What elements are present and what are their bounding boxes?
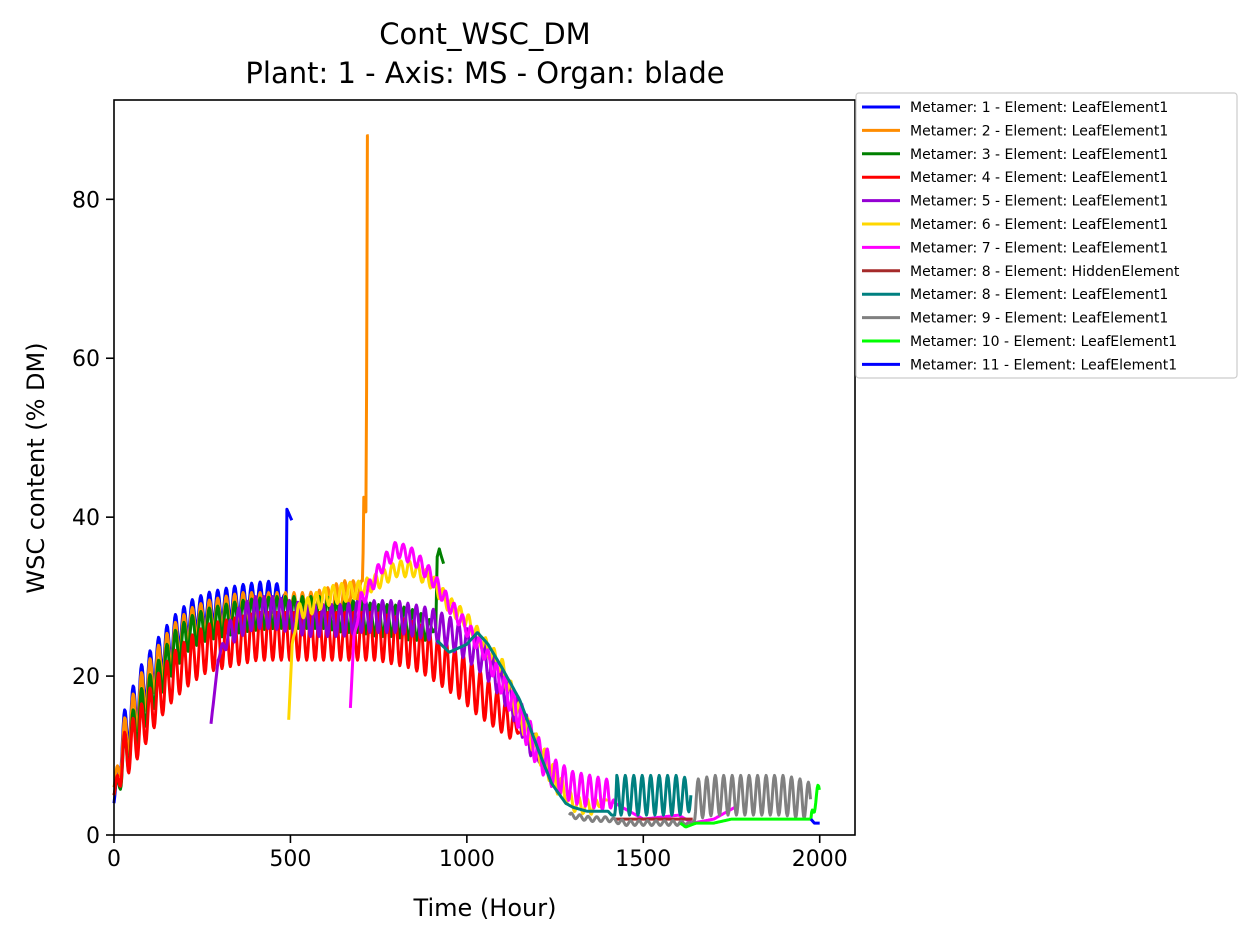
series-line-4 [112, 611, 521, 796]
series-line-11 [679, 783, 821, 829]
y-axis: 0 20 40 60 80 [72, 188, 114, 849]
legend-label: Metamer: 8 - Element: HiddenElement [910, 264, 1180, 280]
y-tick-label: 20 [72, 665, 100, 690]
legend-label: Metamer: 1 - Element: LeafElement1 [910, 100, 1168, 116]
y-tick-label: 40 [72, 506, 100, 531]
y-tick-label: 0 [86, 824, 100, 849]
y-tick-label: 60 [72, 347, 100, 372]
series-line-9 [435, 631, 693, 817]
legend-label: Metamer: 3 - Element: LeafElement1 [910, 147, 1168, 163]
legend-label: Metamer: 8 - Element: LeafElement1 [910, 287, 1168, 303]
series-line-12 [809, 818, 820, 825]
legend-label: Metamer: 9 - Element: LeafElement1 [910, 311, 1168, 327]
legend-label: Metamer: 5 - Element: LeafElement1 [910, 194, 1168, 210]
series-line-5 [209, 595, 543, 764]
x-tick-label: 500 [269, 847, 311, 872]
legend-label: Metamer: 4 - Element: LeafElement1 [910, 170, 1168, 186]
x-tick-label: 1000 [439, 847, 495, 872]
chart-title: Cont_WSC_DM [379, 17, 590, 51]
legend-box [855, 92, 1238, 379]
legend-label: Metamer: 7 - Element: LeafElement1 [910, 240, 1168, 256]
chart-subtitle: Plant: 1 - Axis: MS - Organ: blade [245, 56, 724, 90]
legend-label: Metamer: 2 - Element: LeafElement1 [910, 123, 1168, 139]
legend-label: Metamer: 6 - Element: LeafElement1 [910, 217, 1168, 233]
series-layer [112, 134, 821, 829]
x-tick-label: 2000 [792, 847, 848, 872]
plot-frame [113, 99, 856, 836]
legend-label: Metamer: 10 - Element: LeafElement1 [910, 334, 1177, 350]
x-axis: 0 500 1000 1500 2000 [107, 835, 848, 872]
series-line-10 [567, 773, 812, 827]
legend-label: Metamer: 11 - Element: LeafElement1 [910, 357, 1177, 373]
x-axis-label: Time (Hour) [413, 894, 557, 922]
y-tick-label: 80 [72, 188, 100, 213]
y-axis-label: WSC content (% DM) [22, 342, 50, 593]
x-tick-label: 0 [107, 847, 121, 872]
x-tick-label: 1500 [615, 847, 671, 872]
legend: Metamer: 1 - Element: LeafElement1 Metame… [855, 92, 1238, 379]
